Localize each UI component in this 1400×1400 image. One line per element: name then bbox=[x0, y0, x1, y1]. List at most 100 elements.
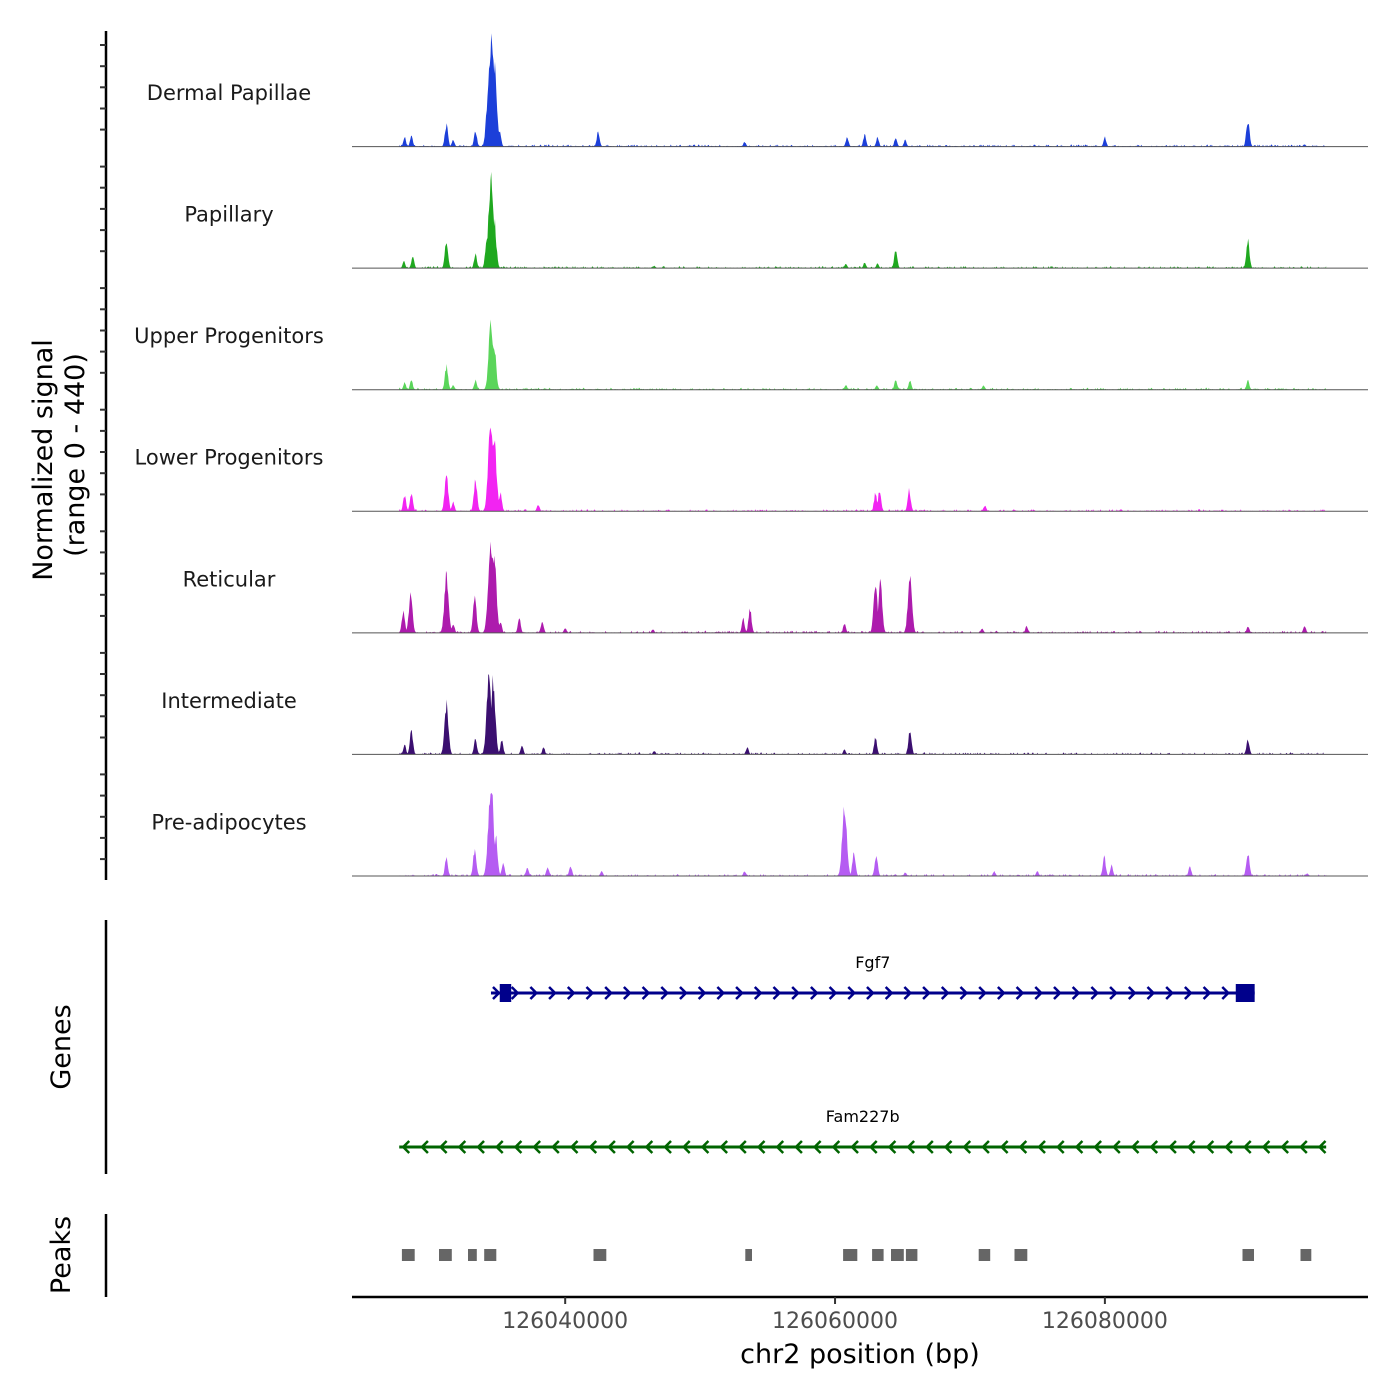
strand-arrow-icon bbox=[420, 1140, 429, 1154]
strand-arrow-icon bbox=[1242, 1140, 1252, 1154]
strand-arrow-icon bbox=[697, 986, 707, 1000]
strand-arrow-icon bbox=[663, 1140, 672, 1154]
strand-arrow-icon bbox=[700, 1140, 710, 1154]
strand-arrow-icon bbox=[1186, 1140, 1196, 1154]
strand-arrow-icon bbox=[791, 986, 800, 1000]
strand-arrow-icon bbox=[1130, 1140, 1140, 1154]
genes-track: Fgf7 Fam227b bbox=[399, 953, 1327, 1154]
genes-axis-label: Genes bbox=[46, 1004, 77, 1089]
strand-arrow-icon bbox=[1224, 1140, 1233, 1154]
peaks-track bbox=[401, 1249, 1312, 1261]
strand-arrow-icon bbox=[887, 1140, 897, 1154]
strand-arrow-icon bbox=[1074, 1140, 1084, 1154]
x-tick-label: 126060000 bbox=[772, 1309, 898, 1334]
y-axis-title-line2: (range 0 - 440) bbox=[60, 353, 91, 557]
peak-region bbox=[593, 1249, 607, 1261]
strand-arrow-icon bbox=[868, 1140, 878, 1154]
strand-arrow-icon bbox=[625, 1140, 635, 1154]
y-axis-title-line1: Normalized signal bbox=[28, 339, 59, 581]
track-label: Upper Progenitors bbox=[134, 324, 324, 348]
strand-arrow-icon bbox=[772, 986, 782, 1000]
strand-arrow-icon bbox=[866, 986, 875, 1000]
peak-region bbox=[484, 1249, 497, 1261]
strand-arrow-icon bbox=[831, 1140, 841, 1154]
strand-arrow-icon bbox=[513, 1140, 523, 1154]
strand-arrow-icon bbox=[457, 1140, 467, 1154]
strand-arrow-icon bbox=[925, 1140, 934, 1154]
track-upper-progenitors: Upper Progenitors bbox=[134, 319, 1368, 391]
track-label: Lower Progenitors bbox=[135, 446, 324, 470]
strand-arrow-icon bbox=[981, 1140, 990, 1154]
strand-arrow-icon bbox=[828, 986, 838, 1000]
peak-region bbox=[891, 1249, 904, 1261]
strand-arrow-icon bbox=[1146, 986, 1156, 1000]
strand-arrow-icon bbox=[1053, 986, 1062, 1000]
strand-arrow-icon bbox=[1168, 1140, 1177, 1154]
strand-arrow-icon bbox=[1109, 986, 1118, 1000]
peaks-axis-label: Peaks bbox=[46, 1216, 77, 1294]
strand-arrow-icon bbox=[660, 986, 670, 1000]
strand-arrow-icon bbox=[1071, 986, 1081, 1000]
strand-arrow-icon bbox=[1055, 1140, 1065, 1154]
strand-arrow-icon bbox=[494, 1140, 504, 1154]
peak-region bbox=[872, 1249, 884, 1261]
gene-fgf7: Fgf7 bbox=[490, 953, 1255, 1002]
strand-arrow-icon bbox=[1205, 1140, 1215, 1154]
track-label: Dermal Papillae bbox=[147, 81, 311, 105]
coverage-area bbox=[399, 792, 1327, 876]
x-axis-ticks: 126040000 126060000 126080000 bbox=[502, 1297, 1168, 1334]
exon bbox=[1235, 984, 1255, 1002]
strand-arrow-icon bbox=[1015, 986, 1025, 1000]
strand-arrow-icon bbox=[756, 1140, 766, 1154]
peak-region bbox=[1014, 1249, 1028, 1261]
strand-arrow-icon bbox=[809, 986, 819, 1000]
peak-region bbox=[439, 1249, 452, 1261]
track-label: Reticular bbox=[183, 567, 276, 591]
strand-arrow-icon bbox=[903, 986, 913, 1000]
strand-arrow-icon bbox=[719, 1140, 729, 1154]
signal-y-ticks bbox=[100, 44, 106, 861]
track-intermediate: Intermediate bbox=[161, 674, 1368, 755]
strand-arrow-icon bbox=[548, 986, 557, 1000]
x-tick-label: 126040000 bbox=[502, 1309, 628, 1334]
strand-arrow-icon bbox=[1261, 1140, 1271, 1154]
strand-arrow-icon bbox=[551, 1140, 560, 1154]
strand-arrow-icon bbox=[1317, 1140, 1327, 1154]
strand-arrow-icon bbox=[510, 986, 520, 1000]
strand-arrow-icon bbox=[401, 1140, 411, 1154]
gene-fam227b: Fam227b bbox=[399, 1107, 1327, 1154]
track-pre-adipocytes: Pre-adipocytes bbox=[151, 792, 1368, 877]
strand-arrow-icon bbox=[940, 986, 950, 1000]
strand-arrow-icon bbox=[999, 1140, 1009, 1154]
y-axis-title: Normalized signal (range 0 - 440) bbox=[28, 339, 91, 581]
peak-region bbox=[745, 1249, 752, 1261]
track-label: Intermediate bbox=[161, 689, 297, 713]
strand-arrow-icon bbox=[532, 1140, 542, 1154]
strand-arrow-icon bbox=[1127, 986, 1137, 1000]
gene-label: Fam227b bbox=[826, 1107, 900, 1126]
strand-arrow-icon bbox=[1183, 986, 1193, 1000]
strand-arrow-icon bbox=[996, 986, 1006, 1000]
strand-arrow-icon bbox=[529, 986, 539, 1000]
strand-arrow-icon bbox=[569, 1140, 579, 1154]
track-reticular: Reticular bbox=[183, 541, 1368, 634]
strand-arrow-icon bbox=[906, 1140, 916, 1154]
strand-arrow-icon bbox=[962, 1140, 972, 1154]
strand-arrow-icon bbox=[588, 1140, 598, 1154]
strand-arrow-icon bbox=[1221, 986, 1231, 1000]
strand-arrow-icon bbox=[943, 1140, 953, 1154]
strand-arrow-icon bbox=[775, 1140, 785, 1154]
strand-arrow-icon bbox=[1280, 1140, 1290, 1154]
coverage-area bbox=[399, 541, 1327, 633]
strand-arrow-icon bbox=[959, 986, 969, 1000]
peak-region bbox=[1300, 1249, 1312, 1261]
strand-arrow-icon bbox=[738, 1140, 747, 1154]
coverage-area bbox=[399, 319, 1327, 390]
strand-arrow-icon bbox=[1093, 1140, 1103, 1154]
strand-arrow-icon bbox=[1112, 1140, 1121, 1154]
strand-arrow-icon bbox=[1202, 986, 1212, 1000]
strand-arrow-icon bbox=[716, 986, 726, 1000]
strand-arrow-icon bbox=[1299, 1140, 1308, 1154]
strand-arrow-icon bbox=[978, 986, 987, 1000]
peak-region bbox=[468, 1249, 477, 1261]
